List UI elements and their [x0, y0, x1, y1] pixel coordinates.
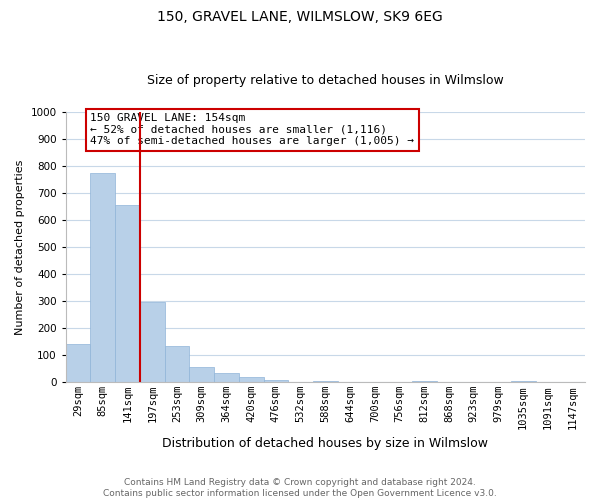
Bar	[164, 346, 190, 382]
Text: 150, GRAVEL LANE, WILMSLOW, SK9 6EG: 150, GRAVEL LANE, WILMSLOW, SK9 6EG	[157, 10, 443, 24]
X-axis label: Distribution of detached houses by size in Wilmslow: Distribution of detached houses by size …	[163, 437, 488, 450]
Text: Contains HM Land Registry data © Crown copyright and database right 2024.
Contai: Contains HM Land Registry data © Crown c…	[103, 478, 497, 498]
Bar	[263, 380, 288, 382]
Bar	[190, 366, 214, 382]
Bar	[412, 381, 437, 382]
Y-axis label: Number of detached properties: Number of detached properties	[15, 160, 25, 334]
Bar	[115, 205, 140, 382]
Bar	[313, 380, 338, 382]
Bar	[239, 378, 263, 382]
Bar	[91, 172, 115, 382]
Bar	[140, 302, 164, 382]
Bar	[511, 380, 536, 382]
Text: 150 GRAVEL LANE: 154sqm
← 52% of detached houses are smaller (1,116)
47% of semi: 150 GRAVEL LANE: 154sqm ← 52% of detache…	[91, 113, 415, 146]
Bar	[214, 374, 239, 382]
Bar	[66, 344, 91, 382]
Title: Size of property relative to detached houses in Wilmslow: Size of property relative to detached ho…	[147, 74, 504, 87]
